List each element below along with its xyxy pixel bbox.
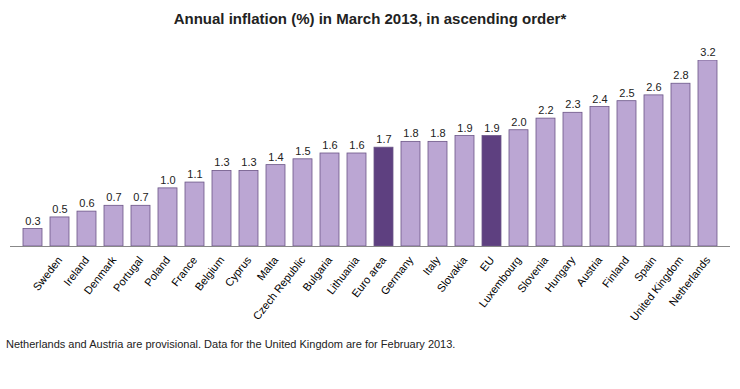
svg-text:2.3: 2.3 [565,98,580,110]
svg-text:EU: EU [477,254,496,273]
svg-text:1.5: 1.5 [295,145,310,157]
svg-text:Germany: Germany [378,254,416,297]
svg-text:Italy: Italy [420,254,442,278]
svg-text:Poland: Poland [142,254,173,288]
svg-text:1.7: 1.7 [376,133,391,145]
svg-text:Hungary: Hungary [542,254,577,295]
svg-text:Finland: Finland [600,254,632,290]
svg-text:Slovakia: Slovakia [434,253,470,294]
svg-text:0.7: 0.7 [106,191,121,203]
svg-text:1.3: 1.3 [241,156,256,168]
svg-text:1.9: 1.9 [484,122,499,134]
svg-text:Bulgaria: Bulgaria [300,254,335,294]
svg-text:Lithuania: Lithuania [324,254,362,297]
svg-text:0.7: 0.7 [133,191,148,203]
svg-text:Czech Republic: Czech Republic [250,254,307,322]
svg-text:Netherlands: Netherlands [666,254,712,309]
svg-text:Euro area: Euro area [349,254,389,300]
svg-text:1.8: 1.8 [430,127,445,139]
svg-text:Malta: Malta [254,253,281,282]
svg-text:Cyprus: Cyprus [222,254,253,289]
html-text:Annual inflation (%) in March: Annual inflation (%) in March 2013, in a… [173,10,567,27]
svg-text:0.3: 0.3 [25,215,40,227]
svg-text:2.2: 2.2 [538,104,553,116]
svg-text:Portugal: Portugal [111,254,146,294]
svg-text:2.6: 2.6 [646,81,661,93]
svg-text:1.0: 1.0 [160,174,175,186]
svg-text:2.8: 2.8 [673,69,688,81]
svg-text:Ireland: Ireland [61,254,92,288]
svg-text:Luxembourg: Luxembourg [476,254,523,310]
svg-text:United Kingdom: United Kingdom [627,254,686,323]
svg-text:2.0: 2.0 [511,116,526,128]
svg-text:France: France [168,254,200,289]
svg-text:1.9: 1.9 [457,122,472,134]
svg-text:2.5: 2.5 [619,87,634,99]
svg-text:Slovenia: Slovenia [514,254,551,295]
svg-text:1.1: 1.1 [187,168,202,180]
svg-text:0.5: 0.5 [52,203,67,215]
svg-text:3.2: 3.2 [700,46,715,58]
svg-text:Denmark: Denmark [81,254,118,297]
svg-text:2.4: 2.4 [592,93,607,105]
svg-text:Belgium: Belgium [192,254,226,293]
svg-text:Austria: Austria [573,254,605,289]
svg-text:1.4: 1.4 [268,151,283,163]
svg-text:1.8: 1.8 [403,127,418,139]
svg-text:Spain: Spain [632,254,659,284]
svg-text:0.6: 0.6 [79,197,94,209]
html-text:Netherlands and Austria are pr: Netherlands and Austria are provisional.… [6,338,456,350]
svg-text:1.6: 1.6 [322,139,337,151]
svg-text:Sweden: Sweden [30,254,64,293]
svg-text:1.6: 1.6 [349,139,364,151]
svg-text:1.3: 1.3 [214,156,229,168]
